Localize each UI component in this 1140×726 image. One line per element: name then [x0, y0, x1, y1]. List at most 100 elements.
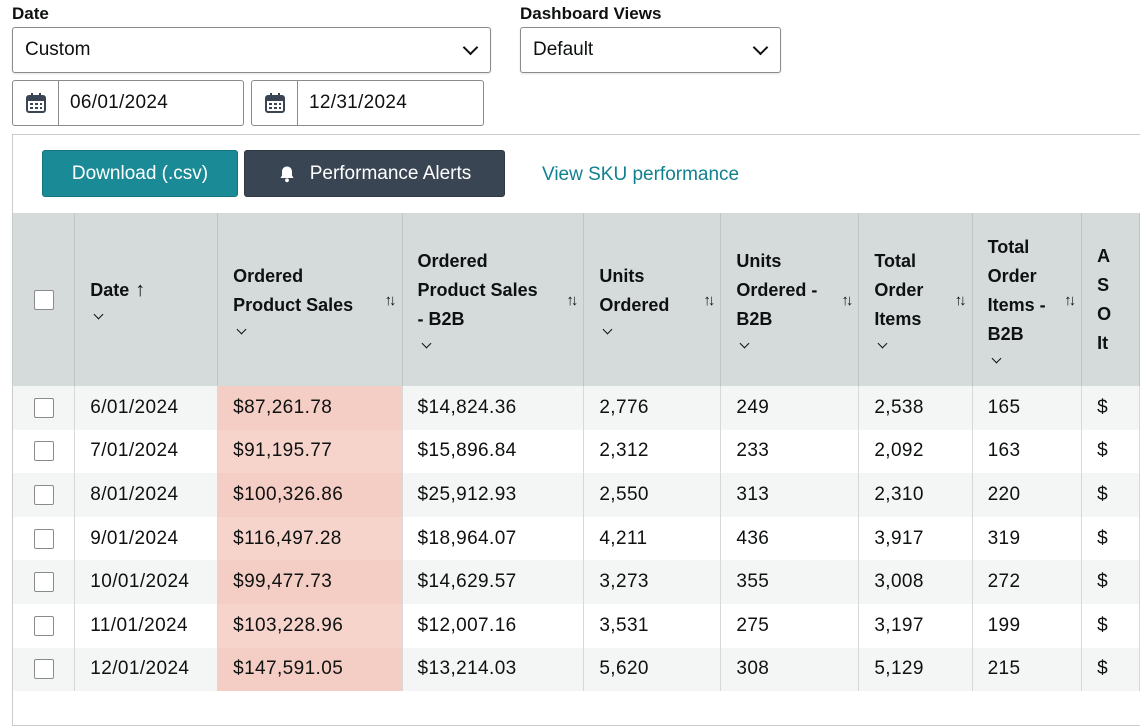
column-header[interactable]: Units Ordered - B2B ↑↓ — [720, 213, 860, 386]
start-date-value: 06/01/2024 — [70, 92, 169, 113]
table-row[interactable]: 6/01/2024 $87,261.78 $14,824.36 2,776 249 2,5… — [13, 386, 1140, 430]
date-range-select[interactable]: Custom — [12, 27, 491, 73]
table-cell: 3,273 — [583, 560, 722, 604]
table-row[interactable]: 7/01/2024 $91,195.77 $15,896.84 2,312 233 2,0… — [13, 429, 1140, 474]
sort-ascending-icon[interactable]: ↑ — [135, 279, 146, 301]
row-checkbox[interactable] — [33, 659, 54, 680]
chevron-down-icon[interactable] — [877, 338, 888, 349]
table-cell: $ — [1081, 560, 1140, 604]
table-cell: 2,776 — [583, 386, 722, 430]
table-cell: $ — [1081, 429, 1140, 474]
table-cell: $13,214.03 — [402, 647, 585, 692]
cell-value: $15,896.84 — [417, 440, 517, 462]
cell-value: 11/01/2024 — [90, 614, 188, 636]
table-cell: $99,477.73 — [217, 560, 403, 604]
table-cell: 215 — [972, 647, 1083, 692]
sort-icon[interactable]: ↑↓ — [841, 291, 853, 309]
table-cell: 10/01/2024 — [74, 560, 219, 604]
table-cell: 11/01/2024 — [74, 603, 219, 648]
start-date-field[interactable]: 06/01/2024 — [12, 80, 244, 126]
cell-value: 2,312 — [599, 440, 649, 462]
row-checkbox[interactable] — [33, 572, 54, 593]
table-cell: $12,007.16 — [402, 603, 585, 648]
chevron-down-icon[interactable] — [93, 309, 104, 320]
table-cell: 2,092 — [858, 429, 973, 474]
cell-value: $ — [1097, 571, 1109, 593]
select-all-cell — [13, 213, 76, 386]
cell-value: 2,538 — [874, 396, 924, 418]
column-header[interactable]: Ordered Product Sales - B2B ↑↓ — [402, 213, 585, 386]
table-cell: $91,195.77 — [217, 429, 403, 474]
row-checkbox[interactable] — [33, 484, 54, 505]
table-cell: 8/01/2024 — [74, 473, 219, 517]
select-all-checkbox[interactable] — [33, 289, 54, 310]
column-header-label: Ordered - — [736, 280, 818, 300]
calendar-icon[interactable] — [13, 81, 59, 125]
end-date-field[interactable]: 12/31/2024 — [251, 80, 484, 126]
table-cell: 9/01/2024 — [74, 516, 219, 561]
calendar-icon[interactable] — [252, 81, 298, 125]
column-header-label: Ordered — [233, 265, 304, 286]
date-range-value: Custom — [25, 39, 91, 60]
cell-value: $147,591.05 — [233, 658, 344, 680]
chevron-down-icon[interactable] — [602, 324, 613, 334]
chevron-down-icon[interactable] — [991, 353, 1002, 363]
sort-icon[interactable]: ↑↓ — [1064, 291, 1076, 309]
dashboard-views-select[interactable]: Default — [520, 27, 781, 73]
table-row[interactable]: 11/01/2024 $103,228.96 $12,007.16 3,531 275 3… — [13, 603, 1140, 648]
table-cell: 436 — [720, 516, 860, 561]
column-header[interactable]: Units Ordered ↑↓ — [583, 213, 722, 386]
sort-icon[interactable]: ↑↓ — [566, 291, 578, 309]
cell-value: 199 — [987, 614, 1021, 636]
table-cell: $14,824.36 — [402, 386, 585, 430]
table-cell: 275 — [720, 603, 860, 648]
row-checkbox[interactable] — [33, 528, 54, 549]
cell-value: 7/01/2024 — [90, 440, 179, 462]
table-row[interactable]: 12/01/2024 $147,591.05 $13,214.03 5,620 308 5… — [13, 647, 1140, 692]
bell-icon — [280, 166, 294, 182]
table-row[interactable]: 9/01/2024 $116,497.28 $18,964.07 4,211 436 3,… — [13, 516, 1140, 561]
cell-value: $25,912.93 — [417, 483, 517, 505]
table-cell: 2,538 — [858, 386, 973, 430]
row-checkbox[interactable] — [33, 615, 54, 636]
table-cell: 3,917 — [858, 516, 973, 561]
chevron-down-icon[interactable] — [236, 324, 247, 334]
chevron-down-icon[interactable] — [421, 338, 431, 349]
cell-value: $ — [1097, 527, 1109, 549]
row-checkbox[interactable] — [33, 397, 54, 418]
sort-icon[interactable]: ↑↓ — [954, 291, 967, 309]
cell-value: $99,477.73 — [233, 571, 333, 593]
column-header[interactable]: Ordered Product Sales ↑↓ — [217, 213, 403, 386]
table-cell: $ — [1081, 647, 1140, 692]
cell-value: 233 — [736, 440, 770, 462]
sort-icon[interactable]: ↑↓ — [703, 291, 715, 309]
cell-value: 10/01/2024 — [90, 571, 190, 593]
table-cell: 5,620 — [583, 647, 722, 692]
performance-alerts-button[interactable]: Performance Alerts — [244, 150, 505, 197]
column-header-label: Total — [987, 236, 1030, 257]
column-header-label: O — [1097, 303, 1112, 324]
column-header[interactable]: A S O It — [1081, 213, 1140, 386]
sort-icon[interactable]: ↑↓ — [384, 291, 397, 309]
column-header[interactable]: Date ↑ — [74, 213, 219, 386]
chevron-down-icon[interactable] — [739, 338, 750, 349]
cell-value: $18,964.07 — [417, 527, 517, 549]
table-cell: $116,497.28 — [217, 516, 403, 561]
table-cell: 220 — [972, 473, 1083, 517]
table-row[interactable]: 8/01/2024 $100,326.86 $25,912.93 2,550 313 2,… — [13, 473, 1140, 517]
cell-value: 3,531 — [599, 614, 649, 636]
column-header[interactable]: Total Order Items ↑↓ — [858, 213, 973, 386]
cell-value: 3,273 — [599, 571, 649, 593]
table-cell: 165 — [972, 386, 1083, 430]
table-cell: $18,964.07 — [402, 516, 585, 561]
row-checkbox[interactable] — [33, 441, 54, 462]
table-cell: $ — [1081, 386, 1140, 430]
cell-value: $100,326.86 — [233, 483, 344, 505]
row-select-cell — [13, 473, 76, 517]
column-header[interactable]: Total Order Items - B2B ↑↓ — [972, 213, 1083, 386]
table-row[interactable]: 10/01/2024 $99,477.73 $14,629.57 3,273 355 3,… — [13, 560, 1140, 604]
cell-value: 249 — [736, 396, 770, 418]
cell-value: $ — [1097, 396, 1109, 418]
view-sku-performance-link[interactable]: View SKU performance — [542, 164, 740, 185]
download-csv-button[interactable]: Download (.csv) — [42, 150, 238, 197]
